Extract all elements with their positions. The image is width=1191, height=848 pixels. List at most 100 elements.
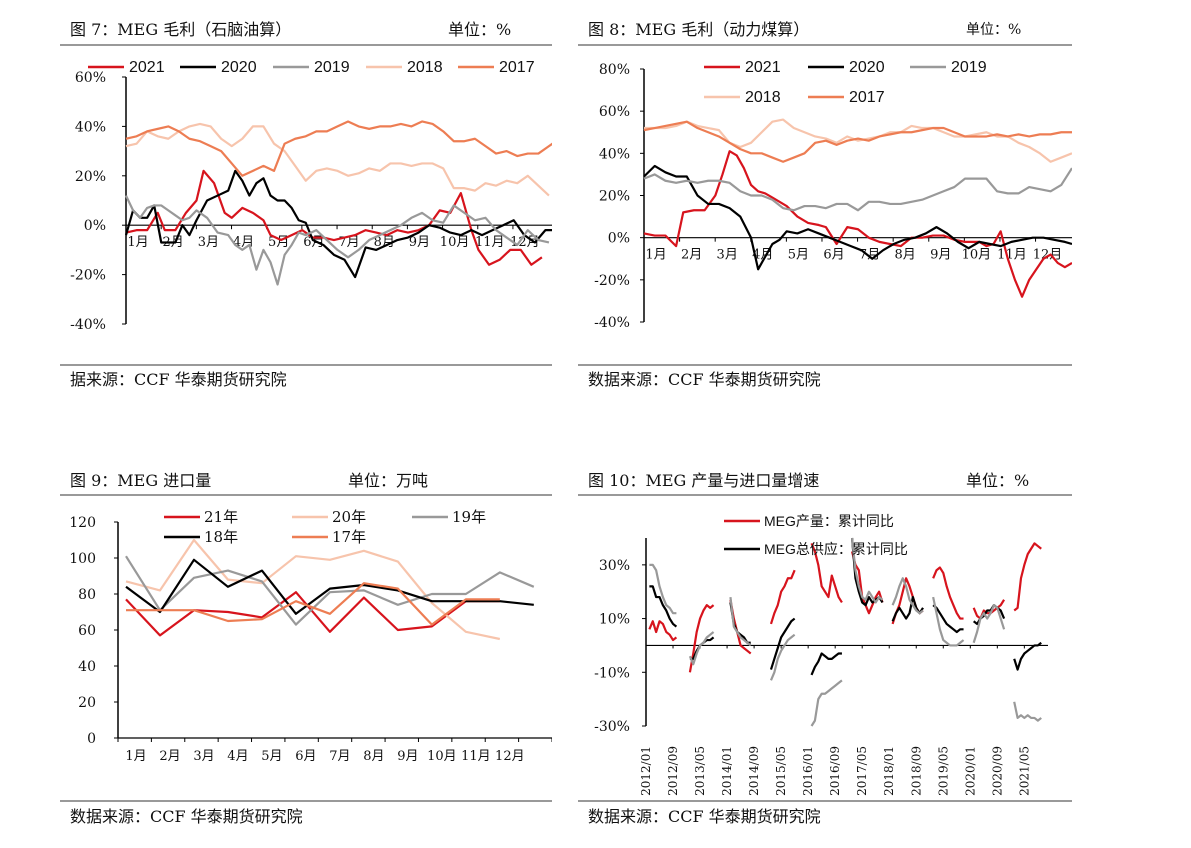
x-tick-label: 11月 <box>997 248 1027 263</box>
chart-panel-3: 图 9：MEG 进口量 单位：万吨 0 20 40 60 80 100 120 1月 2月 3月 4… <box>60 468 552 843</box>
x-tick-label: 6月 <box>303 235 324 250</box>
chart-panel-1: 图 7：MEG 毛利（石脑油算） 单位：% -40% -20% 0% 20% 40% 60… <box>60 17 552 392</box>
top-rule <box>578 494 1072 496</box>
series-line <box>124 169 552 279</box>
x-tick-label: 2012/01 <box>639 746 653 796</box>
y-tick-label: 100 <box>69 551 96 567</box>
x-tick-label: 2021/05 <box>1017 746 1031 796</box>
y-tick-label: 20% <box>75 169 106 185</box>
x-tick-label: 3月 <box>717 248 738 263</box>
series-line <box>688 604 715 673</box>
x-tick-label: 2017/05 <box>855 746 869 796</box>
x-tick-label: 11月 <box>475 235 505 250</box>
series-line <box>643 150 1072 298</box>
series-line <box>1013 542 1042 612</box>
series-line <box>125 120 552 177</box>
x-tick-label: 9月 <box>409 235 430 250</box>
bottom-rule <box>60 364 552 366</box>
x-tick-label: 2018/09 <box>909 746 923 796</box>
chart-title: 图 8：MEG 毛利（动力煤算） <box>588 20 810 39</box>
x-tick-label: 3月 <box>198 235 219 250</box>
legend-label: 2021 <box>745 59 781 76</box>
x-tick-label: 8月 <box>895 248 916 263</box>
chart-source: 据来源：CCF 华泰期货研究院 <box>70 370 287 389</box>
x-tick-label: 7月 <box>338 235 359 250</box>
y-tick-label: 60% <box>599 104 630 120</box>
series-line <box>932 596 965 647</box>
x-tick-label: 2013/05 <box>693 746 707 796</box>
x-tick-label: 5月 <box>788 248 809 263</box>
x-tick-label: 2016/09 <box>828 746 842 796</box>
x-tick-label: 9月 <box>930 248 951 263</box>
x-tick-label: 1月 <box>127 235 148 250</box>
x-tick-label: 2020/01 <box>963 746 977 796</box>
series-line <box>810 652 842 676</box>
series-line <box>972 604 1006 644</box>
legend-label: 2017 <box>849 89 885 106</box>
series-line <box>125 558 534 615</box>
x-tick-label: 10月 <box>440 235 470 250</box>
y-tick-label: -20% <box>70 268 106 284</box>
legend-label: 2018 <box>407 59 443 76</box>
x-tick-label: 7月 <box>329 749 350 764</box>
x-tick-label: 11月 <box>461 749 491 764</box>
series-line <box>125 538 501 641</box>
y-tick-label: 30% <box>599 558 630 574</box>
series-line <box>810 542 843 604</box>
y-tick-label: 0% <box>84 218 106 234</box>
top-rule <box>60 494 552 496</box>
bottom-rule <box>60 800 552 802</box>
x-tick-label: 2月 <box>681 248 702 263</box>
x-tick-label: 2019/05 <box>936 746 950 796</box>
series-line <box>125 169 543 266</box>
x-tick-label: 4月 <box>227 749 248 764</box>
x-tick-label: 2月 <box>159 749 180 764</box>
chart-unit: 单位：% <box>966 471 1030 490</box>
chart-svg: 0 20 40 60 80 100 120 1月 2月 3月 4月 5月 6月 7月 8月 9月 10月 11月 1… <box>69 508 552 764</box>
series-line <box>851 551 884 615</box>
legend-label: 2020 <box>221 59 257 76</box>
series-line <box>125 555 535 626</box>
legend-label: 2019 <box>314 59 350 76</box>
x-tick-label: 12月 <box>495 749 525 764</box>
y-tick-label: 80% <box>599 62 630 78</box>
y-tick-label: -40% <box>594 315 630 331</box>
top-rule <box>578 44 1072 46</box>
x-tick-label: 6月 <box>295 749 316 764</box>
bottom-rule <box>578 800 1072 802</box>
chart-source: 数据来源：CCF 华泰期货研究院 <box>588 807 821 826</box>
series-line <box>126 582 500 626</box>
x-tick-label: 2015/05 <box>774 746 788 796</box>
y-tick-label: 60 <box>78 623 96 639</box>
legend-label: 2021 <box>129 59 165 76</box>
y-tick-label: 0 <box>87 731 96 747</box>
series-line <box>643 120 1072 163</box>
x-tick-label: 3月 <box>193 749 214 764</box>
series-line <box>125 122 550 197</box>
series-line <box>932 566 964 620</box>
x-tick-label: 1月 <box>645 248 666 263</box>
y-tick-label: -40% <box>70 317 106 333</box>
x-tick-label: 2014/09 <box>747 746 761 796</box>
chart-svg: -40%-20%0%20%40%60%1月 2月 3月 4月 5月 6月 7月 8月 9月 10月… <box>70 59 552 333</box>
series-line <box>769 617 796 670</box>
chart-svg: -30% -10% 10% 30% 2012/01 2012/09 2013/05 2014/… <box>594 513 1048 796</box>
series-line <box>125 591 500 637</box>
chart-panel-4: 图 10：MEG 产量与进口量增速 单位：% -30% -10% 10% 30% 201… <box>578 468 1072 843</box>
chart-unit: 单位：% <box>448 20 512 39</box>
legend-label: 21年 <box>204 508 238 526</box>
series-line <box>891 577 924 615</box>
legend-label: 2017 <box>499 59 535 76</box>
x-tick-label: 8月 <box>363 749 384 764</box>
series-line <box>1013 641 1042 671</box>
chart-title: 图 10：MEG 产量与进口量增速 <box>588 471 820 490</box>
series-line <box>769 569 796 625</box>
top-rule <box>60 44 552 46</box>
legend-label: 17年 <box>332 528 366 546</box>
series-line <box>644 118 1072 163</box>
chart-unit: 单位：万吨 <box>348 471 429 490</box>
legend-label: 19年 <box>452 508 486 526</box>
series-line <box>125 195 550 286</box>
legend-label: 2019 <box>951 59 987 76</box>
x-tick-label: 2018/01 <box>882 746 896 796</box>
